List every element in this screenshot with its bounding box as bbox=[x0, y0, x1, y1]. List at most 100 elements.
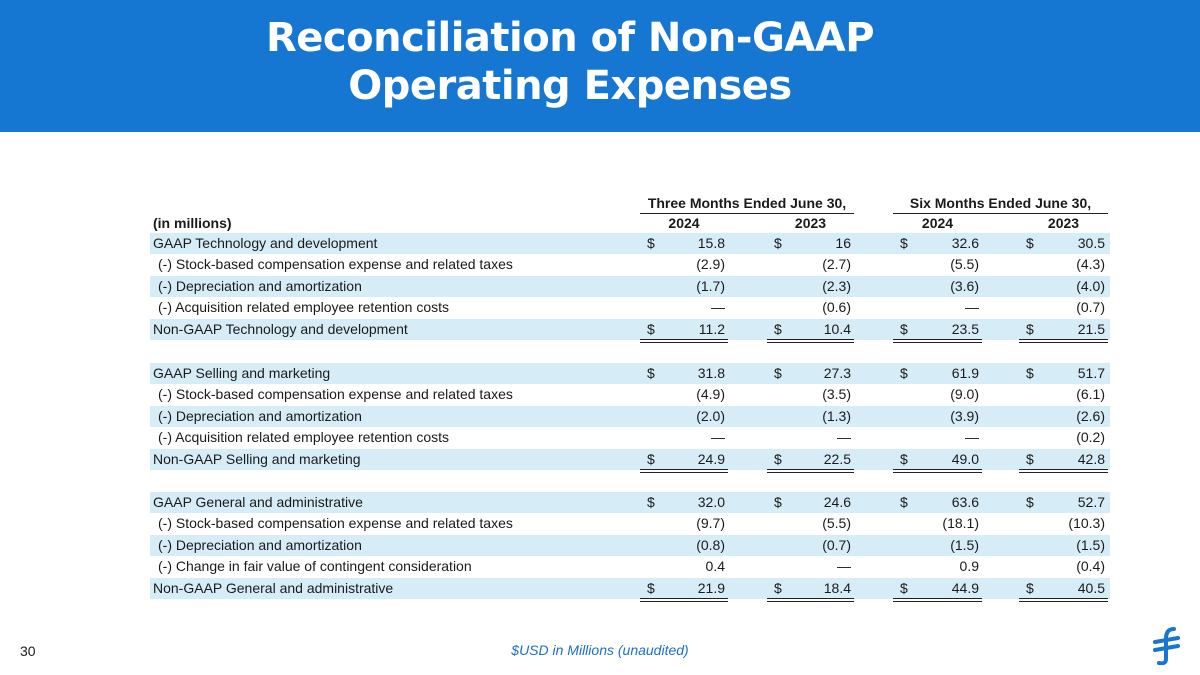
cell-value: (3.5) bbox=[822, 386, 851, 403]
cell-value: 22.5 bbox=[823, 450, 851, 467]
cell-value: (5.5) bbox=[950, 256, 979, 273]
cell-value: (2.0) bbox=[696, 407, 725, 424]
total-double-rule bbox=[893, 339, 982, 343]
cell-value: (2.7) bbox=[822, 256, 851, 273]
table-row: GAAP General and administrative $32.0 $24.… bbox=[150, 492, 1110, 513]
currency-symbol: $ bbox=[1026, 579, 1034, 596]
currency-symbol: $ bbox=[774, 450, 782, 467]
currency-symbol: $ bbox=[900, 494, 908, 510]
cell-value: 52.7 bbox=[1077, 494, 1105, 510]
page-title: Reconciliation of Non-GAAP bbox=[265, 15, 875, 61]
cell-value: — bbox=[837, 558, 851, 575]
cell-value: — bbox=[711, 299, 725, 316]
cell-value: 15.8 bbox=[697, 235, 725, 251]
row-label: (-) Depreciation and amortization bbox=[158, 407, 362, 424]
row-label: (-) Stock-based compensation expense and… bbox=[158, 256, 513, 273]
cell-value: 10.4 bbox=[823, 320, 851, 337]
currency-symbol: $ bbox=[647, 235, 655, 251]
cell-value: 18.4 bbox=[823, 579, 851, 596]
cell-value: — bbox=[965, 299, 979, 316]
row-band bbox=[150, 577, 1110, 599]
currency-symbol: $ bbox=[1026, 320, 1034, 337]
total-double-rule bbox=[640, 598, 728, 602]
cell-value: 27.3 bbox=[823, 365, 851, 381]
cell-value: — bbox=[965, 429, 979, 446]
cell-value: (9.7) bbox=[696, 515, 725, 532]
cell-value: (18.1) bbox=[942, 515, 979, 532]
row-band bbox=[150, 275, 1110, 297]
row-label: (-) Acquisition related employee retenti… bbox=[158, 299, 450, 316]
table-row: (-) Stock-based compensation expense and… bbox=[150, 384, 1110, 405]
row-label: Non-GAAP General and administrative bbox=[153, 579, 394, 596]
cell-value: 21.5 bbox=[1077, 320, 1105, 337]
row-label: (-) Change in fair value of contingent c… bbox=[158, 558, 472, 575]
cell-value: (10.3) bbox=[1068, 515, 1105, 532]
row-label: GAAP General and administrative bbox=[153, 494, 363, 510]
row-label: (-) Depreciation and amortization bbox=[158, 536, 362, 553]
row-label: GAAP Technology and development bbox=[153, 235, 378, 251]
cell-value: (4.3) bbox=[1076, 256, 1105, 273]
table-row: (-) Depreciation and amortization (2.0) (1… bbox=[150, 405, 1110, 427]
currency-symbol: $ bbox=[647, 320, 655, 337]
cell-value: (2.6) bbox=[1076, 407, 1105, 424]
currency-symbol: $ bbox=[647, 494, 655, 510]
total-double-rule bbox=[893, 598, 982, 602]
cell-value: (1.5) bbox=[1076, 536, 1105, 553]
cell-value: (0.2) bbox=[1076, 429, 1105, 446]
table-row: GAAP Selling and marketing $31.8 $27.3 $61.… bbox=[150, 363, 1110, 384]
row-label: Non-GAAP Selling and marketing bbox=[153, 450, 361, 467]
row-label: (-) Stock-based compensation expense and… bbox=[158, 386, 513, 403]
cell-value: 24.9 bbox=[697, 450, 725, 467]
cell-value: 44.9 bbox=[951, 579, 979, 596]
cell-value: 40.5 bbox=[1077, 579, 1105, 596]
row-band bbox=[150, 534, 1110, 556]
cell-value: (0.4) bbox=[1076, 558, 1105, 575]
currency-symbol: $ bbox=[774, 579, 782, 596]
row-label: GAAP Selling and marketing bbox=[153, 365, 331, 381]
currency-symbol: $ bbox=[900, 579, 908, 596]
row-band bbox=[150, 363, 1110, 384]
units-label: (in millions) bbox=[153, 215, 232, 231]
period-header: Three Months Ended June 30, bbox=[647, 195, 847, 211]
cell-value: (2.3) bbox=[822, 277, 851, 294]
cell-value: (2.9) bbox=[696, 256, 725, 273]
cell-value: 63.6 bbox=[951, 494, 979, 510]
cell-value: 42.8 bbox=[1077, 450, 1105, 467]
total-double-rule bbox=[1019, 339, 1108, 343]
cell-value: (4.9) bbox=[696, 386, 725, 403]
year-header: 2024 bbox=[668, 215, 700, 231]
currency-symbol: $ bbox=[774, 235, 782, 251]
header-rule bbox=[893, 213, 1108, 214]
table-row: (-) Depreciation and amortization (1.7) (2… bbox=[150, 275, 1110, 297]
currency-symbol: $ bbox=[900, 320, 908, 337]
currency-symbol: $ bbox=[1026, 365, 1034, 381]
cell-value: (9.0) bbox=[950, 386, 979, 403]
currency-symbol: $ bbox=[774, 365, 782, 381]
table-row: GAAP Technology and development $15.8 $16 $… bbox=[150, 233, 1110, 254]
year-header: 2024 bbox=[921, 215, 954, 231]
currency-symbol: $ bbox=[774, 494, 782, 510]
cell-value: — bbox=[711, 429, 725, 446]
cell-value: 31.8 bbox=[697, 365, 725, 381]
cell-value: 11.2 bbox=[698, 320, 725, 337]
cell-value: (1.3) bbox=[822, 407, 851, 424]
cell-value: 30.5 bbox=[1077, 235, 1105, 251]
table-row: (-) Stock-based compensation expense and… bbox=[150, 513, 1110, 534]
cell-value: 24.6 bbox=[823, 494, 851, 510]
row-label: (-) Acquisition related employee retenti… bbox=[158, 429, 450, 446]
cell-value: (0.6) bbox=[822, 299, 851, 316]
row-band bbox=[150, 448, 1110, 470]
cell-value: 0.9 bbox=[959, 558, 979, 575]
page-title-line-2: Operating Expenses bbox=[348, 63, 792, 109]
total-double-rule bbox=[767, 339, 854, 343]
cell-value: (3.9) bbox=[950, 407, 979, 424]
page-number: 30 bbox=[20, 643, 36, 659]
total-double-rule bbox=[1019, 598, 1108, 602]
table-row: (-) Change in fair value of contingent c… bbox=[150, 556, 1110, 577]
total-double-rule bbox=[893, 469, 982, 473]
row-band bbox=[150, 405, 1110, 427]
currency-symbol: $ bbox=[1026, 450, 1034, 467]
total-double-rule bbox=[640, 469, 728, 473]
cell-value: 49.0 bbox=[951, 450, 979, 467]
row-label: Non-GAAP Technology and development bbox=[153, 320, 408, 337]
